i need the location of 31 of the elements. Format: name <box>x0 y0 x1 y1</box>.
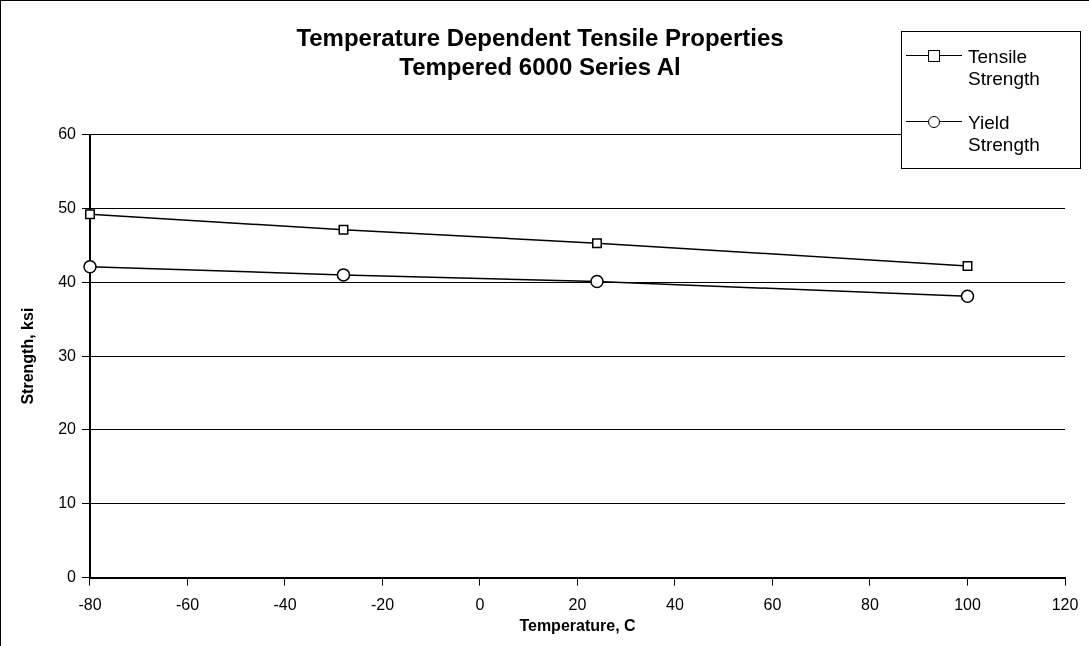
point <box>960 289 975 304</box>
y-axis-title: Strength, ksi <box>19 307 37 405</box>
point <box>336 268 351 282</box>
x-axis-title: Temperature, C <box>519 616 637 634</box>
point <box>592 238 602 249</box>
x-tick-label: 100 <box>954 595 981 613</box>
chart-title: Temperature Dependent Tensile Properties Tempered 6000 Series Al <box>296 24 784 80</box>
point <box>85 209 95 220</box>
x-tick-label: 0 <box>475 595 485 613</box>
y-tick-label: 60 <box>58 125 77 143</box>
y-tick-label: 40 <box>58 272 77 290</box>
y-tick-label: 0 <box>67 568 77 586</box>
x-tick-label: -20 <box>370 595 395 613</box>
x-tick-label: 20 <box>568 595 587 613</box>
y-tick-label: 30 <box>58 346 77 364</box>
point <box>590 274 604 289</box>
x-tick-label: -40 <box>273 595 297 613</box>
x-tick-label: -80 <box>78 595 102 613</box>
y-tick-label: 20 <box>58 420 77 438</box>
x-tick-label: 80 <box>861 595 879 613</box>
point <box>83 260 97 274</box>
point <box>338 224 349 235</box>
x-tick-label: 60 <box>763 595 782 613</box>
y-tick-label: 10 <box>58 494 77 512</box>
x-tick-label: 40 <box>666 595 684 613</box>
y-tick-label: 50 <box>58 198 77 216</box>
legend-label: Yield Strength <box>968 112 1041 156</box>
point <box>962 261 973 272</box>
x-tick-label: 120 <box>1051 595 1079 613</box>
legend-label: Tensile Strength <box>968 46 1041 90</box>
x-tick-label: -60 <box>175 595 200 613</box>
